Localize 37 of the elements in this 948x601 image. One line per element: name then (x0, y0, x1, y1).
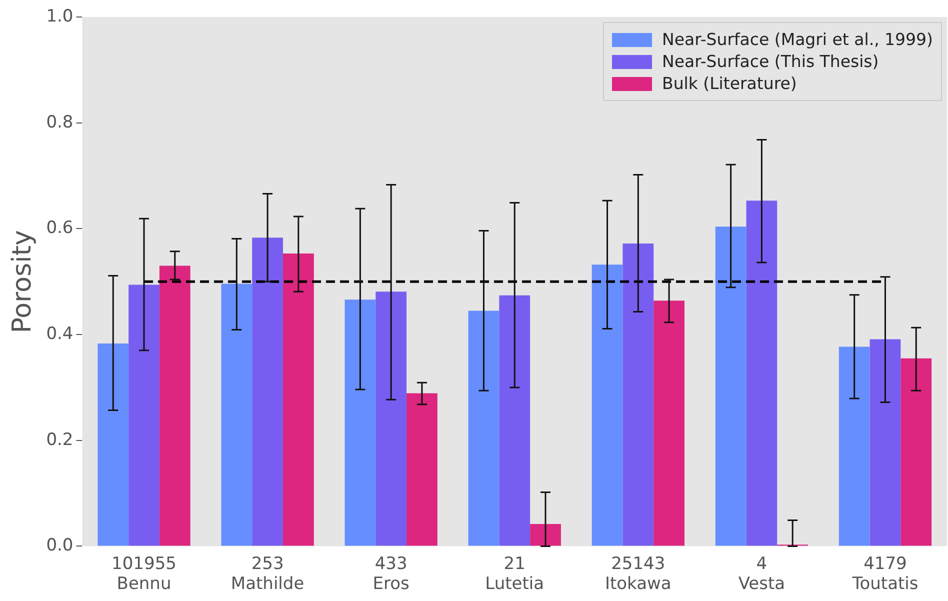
y-tick-label: 0.4 (46, 324, 74, 344)
x-tick-label: 21 Lutetia (485, 554, 544, 594)
y-tick-label: 0.8 (46, 112, 74, 132)
legend-label: Bulk (Literature) (662, 74, 797, 93)
bar (746, 200, 778, 546)
bar (530, 524, 561, 546)
bar (98, 344, 129, 546)
bar (838, 346, 870, 546)
y-tick-label: 0.2 (46, 430, 74, 450)
x-tick-label: 253 Mathilde (230, 554, 304, 594)
bar (221, 284, 252, 546)
bar (376, 292, 407, 546)
x-tick-label: 4179 Toutatis (851, 554, 918, 594)
bar (900, 358, 932, 546)
bar (252, 238, 283, 546)
y-axis-title: Porosity (7, 230, 38, 334)
bar (870, 339, 901, 546)
x-tick-label: 4 Vesta (738, 554, 786, 594)
x-tick-label: 433 Eros (372, 554, 410, 594)
y-tick-label: 0.0 (46, 536, 74, 556)
legend-label: Near-Surface (Magri et al., 1999) (662, 30, 933, 49)
bar (654, 300, 684, 546)
legend-label: Near-Surface (This Thesis) (662, 52, 879, 71)
bar (159, 266, 190, 546)
bar (344, 300, 376, 546)
bar (406, 393, 438, 546)
bar (282, 254, 314, 546)
bar (468, 310, 500, 546)
y-tick-label: 0.6 (46, 218, 74, 238)
bar (622, 244, 654, 546)
bar (499, 295, 530, 546)
y-tick-label: 1.0 (46, 6, 74, 26)
x-tick-label: 101955 Bennu (112, 554, 176, 594)
x-tick-label: 25143 Itokawa (604, 554, 672, 594)
bar (592, 264, 623, 546)
bar (715, 226, 746, 546)
bar (128, 284, 160, 546)
